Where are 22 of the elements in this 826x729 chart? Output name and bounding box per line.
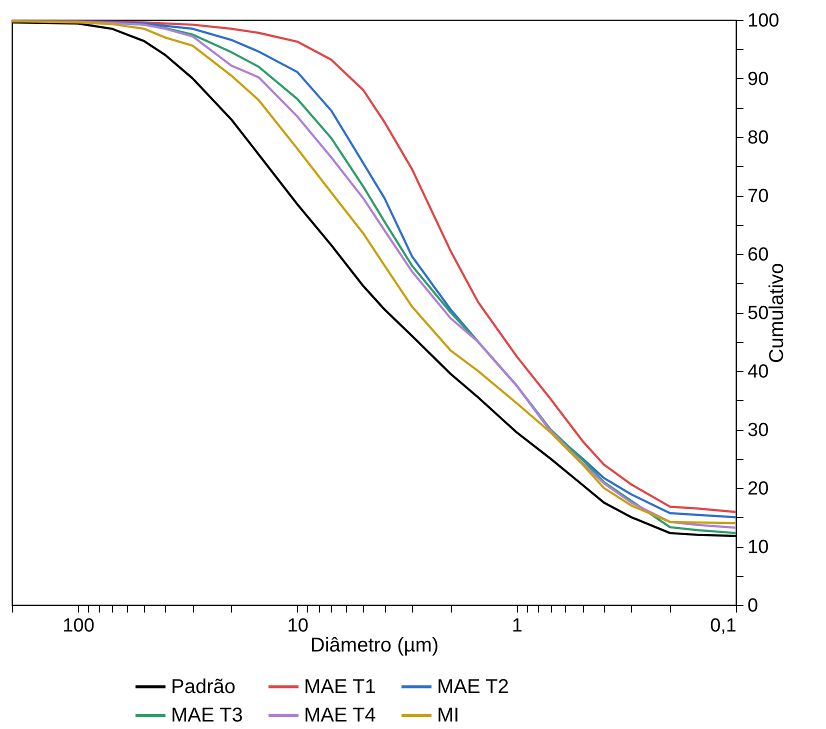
legend-label: MI — [437, 704, 460, 726]
y-tick-label: 10 — [748, 537, 769, 558]
x-tick-label: 1 — [512, 616, 522, 636]
legend-label: MAE T3 — [171, 704, 243, 726]
y-tick-label: 0 — [748, 596, 758, 616]
y-tick-label: 100 — [748, 10, 780, 32]
legend-label: MAE T2 — [437, 676, 509, 698]
y-tick-label: 30 — [748, 420, 769, 441]
x-tick-label: 100 — [62, 616, 94, 636]
y-tick-label: 80 — [748, 128, 769, 148]
y-tick-label: 90 — [748, 69, 769, 90]
legend-label: MAE T4 — [304, 704, 376, 726]
legend-label: Padrão — [171, 676, 236, 698]
y-tick-label: 20 — [748, 478, 769, 500]
y-tick-label: 70 — [748, 186, 769, 207]
x-tick-label: 10 — [287, 616, 308, 636]
legend-label: MAE T1 — [304, 676, 376, 698]
x-axis-title: Diâmetro (µm) — [310, 634, 439, 656]
y-tick-label: 60 — [748, 244, 769, 266]
y-tick-label: 50 — [748, 303, 769, 324]
x-tick-label: 0,1 — [710, 616, 736, 636]
y-tick-label: 40 — [748, 362, 769, 382]
